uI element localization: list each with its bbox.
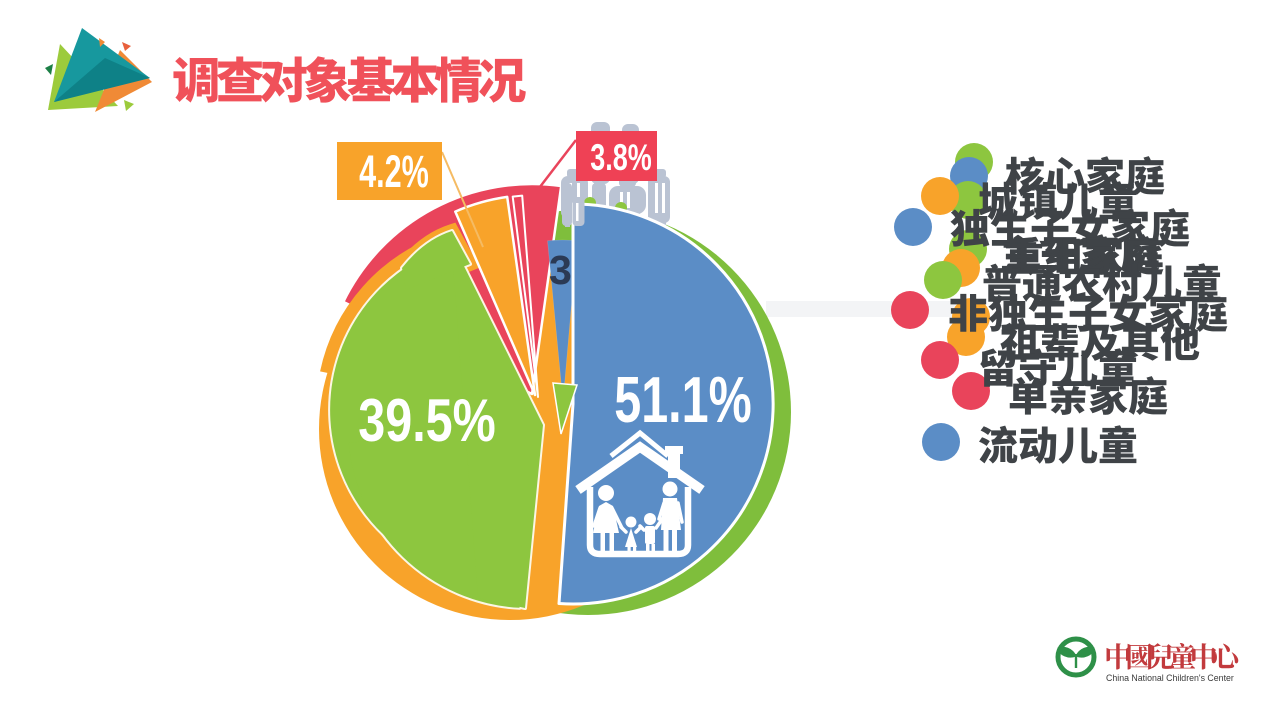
svg-text:39.5%: 39.5% [358, 387, 496, 454]
svg-text:China National Children's Cent: China National Children's Center [1106, 673, 1234, 683]
svg-text:51.1%: 51.1% [614, 364, 751, 437]
svg-text:4.2%: 4.2% [359, 147, 429, 197]
svg-text:3.8%: 3.8% [590, 136, 652, 178]
